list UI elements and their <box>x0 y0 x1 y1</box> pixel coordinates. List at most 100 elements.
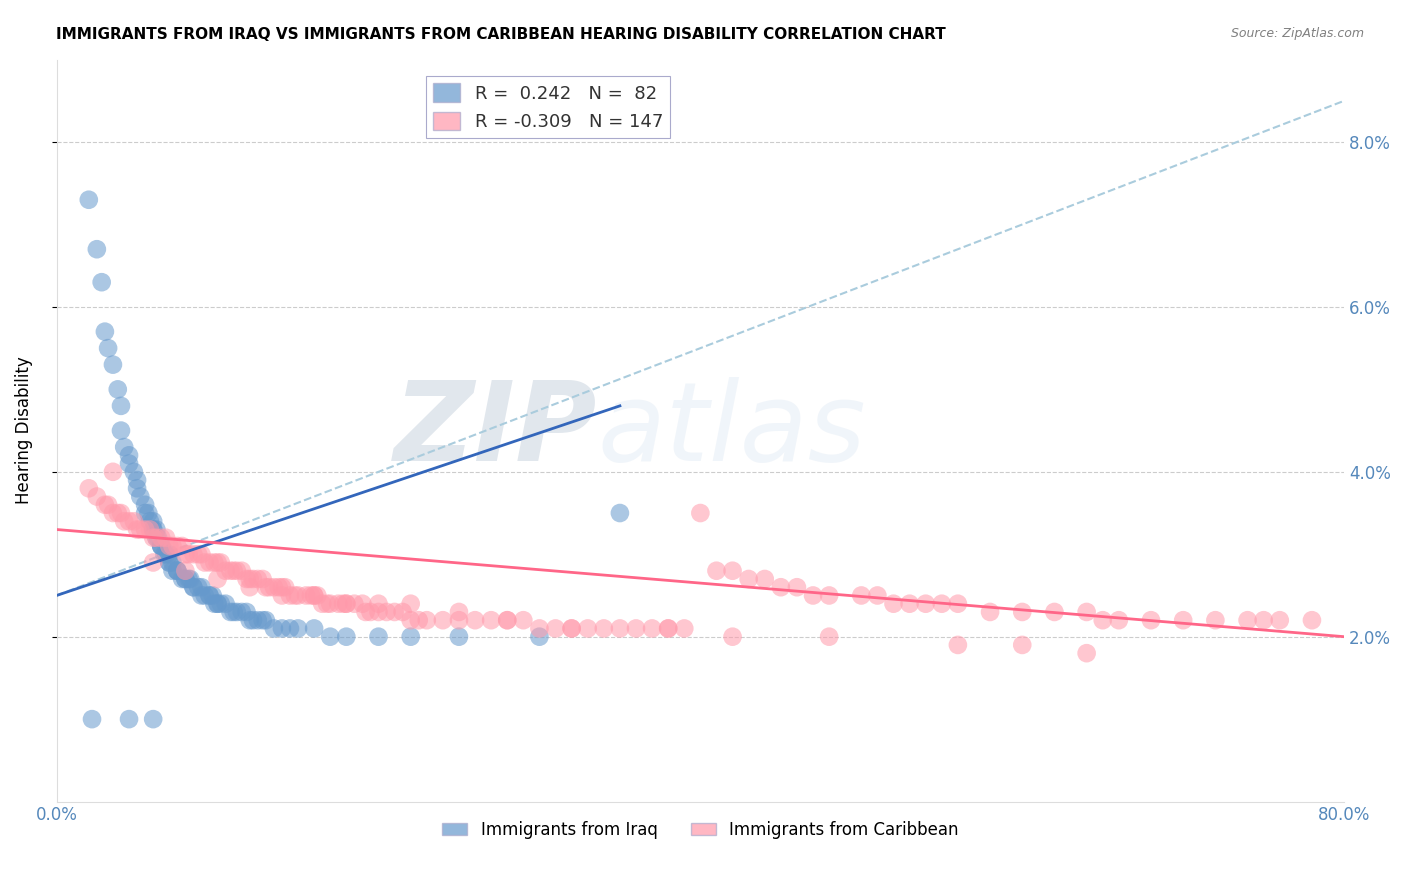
Point <box>125 473 148 487</box>
Point <box>80 712 103 726</box>
Point <box>174 572 197 586</box>
Point <box>222 605 245 619</box>
Point <box>183 580 205 594</box>
Text: Source: ZipAtlas.com: Source: ZipAtlas.com <box>1230 27 1364 40</box>
Point <box>155 531 177 545</box>
Point <box>689 506 711 520</box>
Point <box>142 712 165 726</box>
Point <box>166 539 188 553</box>
Point <box>142 514 165 528</box>
Point <box>214 564 236 578</box>
Point <box>177 547 200 561</box>
Point <box>150 539 173 553</box>
Point <box>801 589 824 603</box>
Point <box>391 605 413 619</box>
Point <box>145 523 167 537</box>
Point <box>145 531 167 545</box>
Point <box>146 531 169 545</box>
Point <box>263 622 285 636</box>
Text: IMMIGRANTS FROM IRAQ VS IMMIGRANTS FROM CARIBBEAN HEARING DISABILITY CORRELATION: IMMIGRANTS FROM IRAQ VS IMMIGRANTS FROM … <box>56 27 946 42</box>
Point <box>307 589 329 603</box>
Point <box>1011 605 1033 619</box>
Point <box>1043 605 1066 619</box>
Point <box>239 572 262 586</box>
Point <box>1108 613 1130 627</box>
Point <box>187 547 209 561</box>
Point <box>352 597 374 611</box>
Point <box>851 589 873 603</box>
Point <box>496 613 519 627</box>
Point <box>946 597 969 611</box>
Point <box>786 580 808 594</box>
Point <box>166 564 188 578</box>
Point <box>328 597 350 611</box>
Point <box>94 498 117 512</box>
Point <box>122 465 145 479</box>
Point <box>271 580 294 594</box>
Point <box>302 589 325 603</box>
Point <box>214 597 236 611</box>
Text: atlas: atlas <box>598 377 866 484</box>
Point <box>157 556 180 570</box>
Point <box>544 622 567 636</box>
Point <box>1268 613 1291 627</box>
Point <box>207 597 229 611</box>
Point <box>110 506 132 520</box>
Point <box>94 325 117 339</box>
Point <box>657 622 679 636</box>
Point <box>1076 646 1098 660</box>
Point <box>1204 613 1226 627</box>
Point <box>201 589 224 603</box>
Legend: Immigrants from Iraq, Immigrants from Caribbean: Immigrants from Iraq, Immigrants from Ca… <box>436 814 966 846</box>
Point <box>624 622 647 636</box>
Point <box>134 506 156 520</box>
Point <box>77 193 100 207</box>
Point <box>1236 613 1258 627</box>
Point <box>898 597 921 611</box>
Point <box>207 572 229 586</box>
Point <box>219 564 242 578</box>
Point <box>263 580 285 594</box>
Point <box>721 564 744 578</box>
Point <box>287 589 309 603</box>
Point <box>166 564 188 578</box>
Point <box>335 630 357 644</box>
Point <box>231 605 253 619</box>
Point <box>139 523 162 537</box>
Point <box>375 605 398 619</box>
Point <box>118 448 141 462</box>
Point <box>90 275 112 289</box>
Point <box>190 547 212 561</box>
Point <box>673 622 696 636</box>
Point <box>183 547 205 561</box>
Point <box>979 605 1001 619</box>
Point <box>319 597 342 611</box>
Point <box>153 547 176 561</box>
Point <box>110 424 132 438</box>
Point <box>198 589 221 603</box>
Point <box>464 613 486 627</box>
Point <box>384 605 406 619</box>
Point <box>1011 638 1033 652</box>
Point <box>367 605 389 619</box>
Y-axis label: Hearing Disability: Hearing Disability <box>15 357 32 505</box>
Point <box>239 613 262 627</box>
Point <box>257 580 280 594</box>
Point <box>239 580 262 594</box>
Point <box>367 597 389 611</box>
Point <box>118 457 141 471</box>
Point <box>172 572 194 586</box>
Point <box>496 613 519 627</box>
Point <box>134 498 156 512</box>
Point <box>246 613 269 627</box>
Point <box>271 589 294 603</box>
Point <box>235 605 257 619</box>
Point <box>134 523 156 537</box>
Point <box>145 531 167 545</box>
Point <box>86 490 108 504</box>
Point <box>332 597 354 611</box>
Point <box>107 383 129 397</box>
Point <box>706 564 728 578</box>
Point <box>107 506 129 520</box>
Point <box>769 580 792 594</box>
